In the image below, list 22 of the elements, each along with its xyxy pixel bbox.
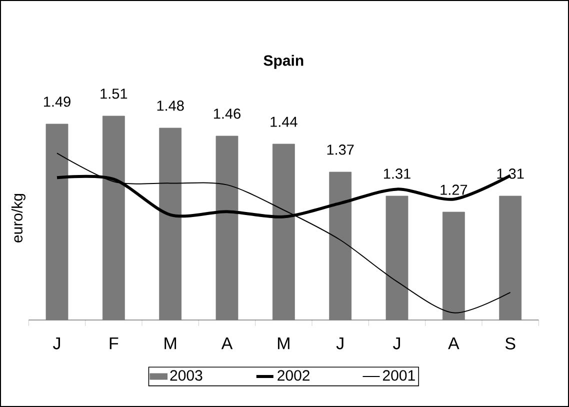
- data-label: 1.31: [384, 168, 410, 179]
- chart-title: Spain: [264, 54, 304, 69]
- x-tick-label: J: [393, 337, 400, 350]
- x-tick-label: J: [53, 337, 60, 350]
- data-label: 1.27: [440, 184, 468, 195]
- data-label: 1.51: [100, 88, 128, 99]
- x-tick-label: S: [505, 337, 516, 350]
- x-tick-label: A: [448, 337, 460, 350]
- x-tick-label: M: [164, 337, 176, 350]
- x-tick-label: J: [336, 337, 344, 350]
- x-tick-label: M: [278, 337, 290, 350]
- legend-label: 2003: [170, 370, 202, 381]
- legend-label: 2002: [278, 370, 310, 381]
- x-tick-label: A: [221, 337, 233, 350]
- data-label: 1.48: [157, 100, 184, 111]
- data-label: 1.46: [214, 108, 240, 119]
- y-axis-title: euro/kg: [11, 194, 26, 242]
- legend-label: 2001: [383, 370, 415, 381]
- data-label: 1.37: [327, 144, 354, 155]
- x-tick-label: F: [110, 337, 118, 350]
- data-label: 1.49: [44, 96, 70, 107]
- data-label: 1.44: [270, 116, 298, 127]
